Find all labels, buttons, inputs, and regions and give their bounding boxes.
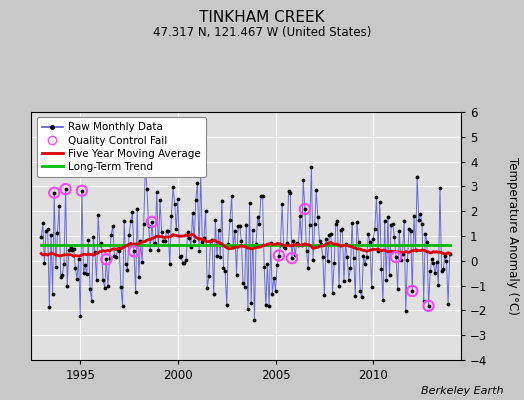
Point xyxy=(424,303,433,309)
Text: Berkeley Earth: Berkeley Earth xyxy=(421,386,503,396)
Point xyxy=(301,206,309,212)
Point xyxy=(50,190,58,196)
Y-axis label: Temperature Anomaly (°C): Temperature Anomaly (°C) xyxy=(506,157,519,315)
Point xyxy=(102,256,111,262)
Point xyxy=(275,252,283,259)
Point xyxy=(130,248,138,254)
Point xyxy=(148,219,156,225)
Legend: Raw Monthly Data, Quality Control Fail, Five Year Moving Average, Long-Term Tren: Raw Monthly Data, Quality Control Fail, … xyxy=(37,117,206,177)
Point xyxy=(78,188,86,194)
Text: TINKHAM CREEK: TINKHAM CREEK xyxy=(199,10,325,25)
Point xyxy=(61,186,70,192)
Point xyxy=(392,254,400,260)
Text: 47.317 N, 121.467 W (United States): 47.317 N, 121.467 W (United States) xyxy=(153,26,371,39)
Point xyxy=(408,288,417,294)
Point xyxy=(288,255,296,261)
